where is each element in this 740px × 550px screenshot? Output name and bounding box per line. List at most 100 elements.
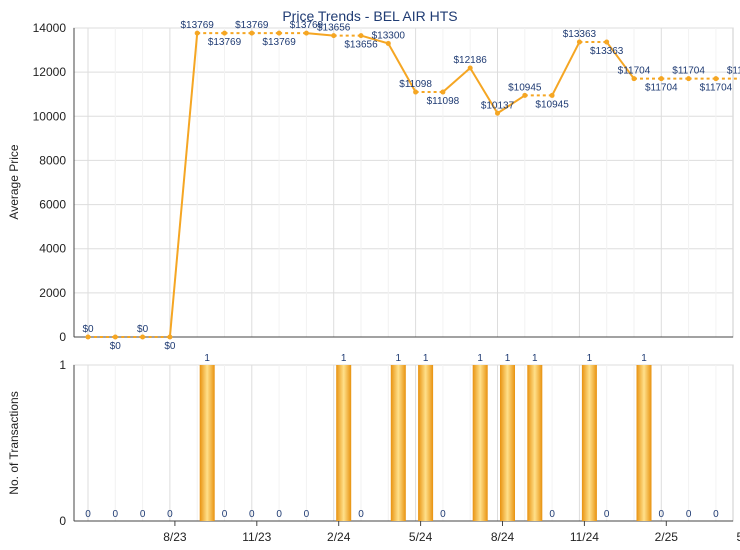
price-data-label: $11704 [618,66,651,77]
price-data-label: $0 [110,341,122,352]
price-data-label: $13656 [317,23,351,34]
price-point [686,76,692,82]
chart-title: Price Trends - BEL AIR HTS [282,8,457,24]
price-data-label: $10945 [535,99,569,110]
price-point [249,30,255,36]
price-point [358,33,364,39]
price-point [85,334,91,340]
price-data-label: $13769 [235,20,269,31]
transaction-count-label: 0 [113,509,119,520]
transaction-count-label: 1 [641,353,647,364]
price-data-label: $13656 [344,40,378,51]
transactions-x-tick-label: 8/23 [163,530,187,544]
transactions-y-tick-label: 1 [59,358,66,372]
price-data-label: $13769 [208,37,242,48]
price-line-segment [605,41,635,80]
transaction-count-label: 1 [477,353,483,364]
transaction-bar [636,365,652,521]
transactions-x-tick-label: 5/25 [737,530,740,544]
price-point [604,39,610,45]
price-data-label: $11098 [399,79,432,90]
price-point [631,76,637,82]
price-data-label: $13363 [563,29,597,40]
price-point [495,110,500,116]
transaction-count-label: 1 [204,353,210,364]
price-point [467,65,473,71]
price-y-tick-label: 4000 [39,242,66,256]
price-y-tick-label: 0 [59,330,66,344]
transactions-x-tick-label: 11/23 [242,530,271,544]
transaction-bar [581,365,597,521]
transactions-x-tick-label: 8/24 [491,530,515,544]
price-y-tick-label: 14000 [33,21,67,35]
price-point [549,92,555,98]
transaction-count-label: 1 [505,353,511,364]
transactions-x-tick-label: 2/24 [327,530,351,544]
transaction-count-label: 1 [341,353,347,364]
price-data-label: $0 [164,341,176,352]
price-line-segment [306,32,334,37]
transaction-count-label: 1 [587,353,593,364]
transaction-count-label: 1 [396,353,402,364]
transaction-bar [527,365,543,521]
price-y-axis-label: Average Price [7,144,21,219]
price-data-label: $11098 [427,96,460,107]
transaction-count-label: 0 [140,509,146,520]
price-data-label: $11704 [645,83,678,94]
price-line-segment [360,34,389,45]
transactions-panel: 0100001000010110111010100008/2311/232/24… [59,353,740,544]
price-point [440,89,446,95]
transaction-count-label: 0 [304,509,310,520]
price-point [385,40,391,46]
price-line-segment [551,41,581,96]
price-point [112,334,118,340]
transaction-count-label: 1 [423,353,429,364]
price-data-label: $0 [137,324,149,335]
price-y-tick-label: 12000 [33,65,67,79]
transaction-count-label: 0 [659,509,665,520]
transaction-count-label: 0 [549,509,555,520]
transaction-count-label: 0 [85,509,91,520]
transaction-count-label: 0 [167,509,173,520]
transaction-count-label: 0 [249,509,255,520]
price-y-tick-label: 2000 [39,286,66,300]
price-point [303,30,309,36]
price-data-label: $13300 [372,30,406,41]
transaction-bar [418,365,434,521]
transaction-count-label: 1 [532,353,538,364]
price-point [140,334,146,340]
price-line-segment [442,67,471,93]
price-point [222,30,227,36]
transaction-bar [500,365,515,521]
transaction-bar [390,365,406,521]
transactions-x-tick-label: 5/24 [409,530,433,544]
price-point [167,334,173,340]
price-y-tick-label: 6000 [39,198,66,212]
transaction-count-label: 0 [440,509,446,520]
transaction-count-label: 0 [713,509,719,520]
transaction-count-label: 0 [358,509,364,520]
price-point [331,33,337,39]
price-point [194,30,200,36]
price-data-label: $10137 [481,100,515,111]
price-y-tick-label: 8000 [39,153,66,167]
price-y-tick-label: 10000 [33,109,67,123]
transaction-bar [336,365,352,521]
price-line-segment [387,42,417,93]
transaction-count-label: 0 [604,509,610,520]
price-point [576,39,582,45]
price-data-label: $13769 [181,20,215,31]
price-point [413,89,419,95]
price-line-segment [469,67,499,114]
price-point [522,92,528,98]
transaction-bar [472,365,488,521]
transaction-count-label: 0 [686,509,692,520]
transaction-count-label: 0 [222,509,228,520]
price-line-segment [168,33,199,338]
price-data-label: $13769 [262,37,296,48]
transactions-y-axis-label: No. of Transactions [7,391,21,494]
price-data-label: $13363 [590,46,624,57]
price-data-label: $10945 [508,82,542,93]
price-panel: 0 2000 4000 6000 8000 10000 12000 14000 $0 $0 $0 $0… [33,20,740,352]
